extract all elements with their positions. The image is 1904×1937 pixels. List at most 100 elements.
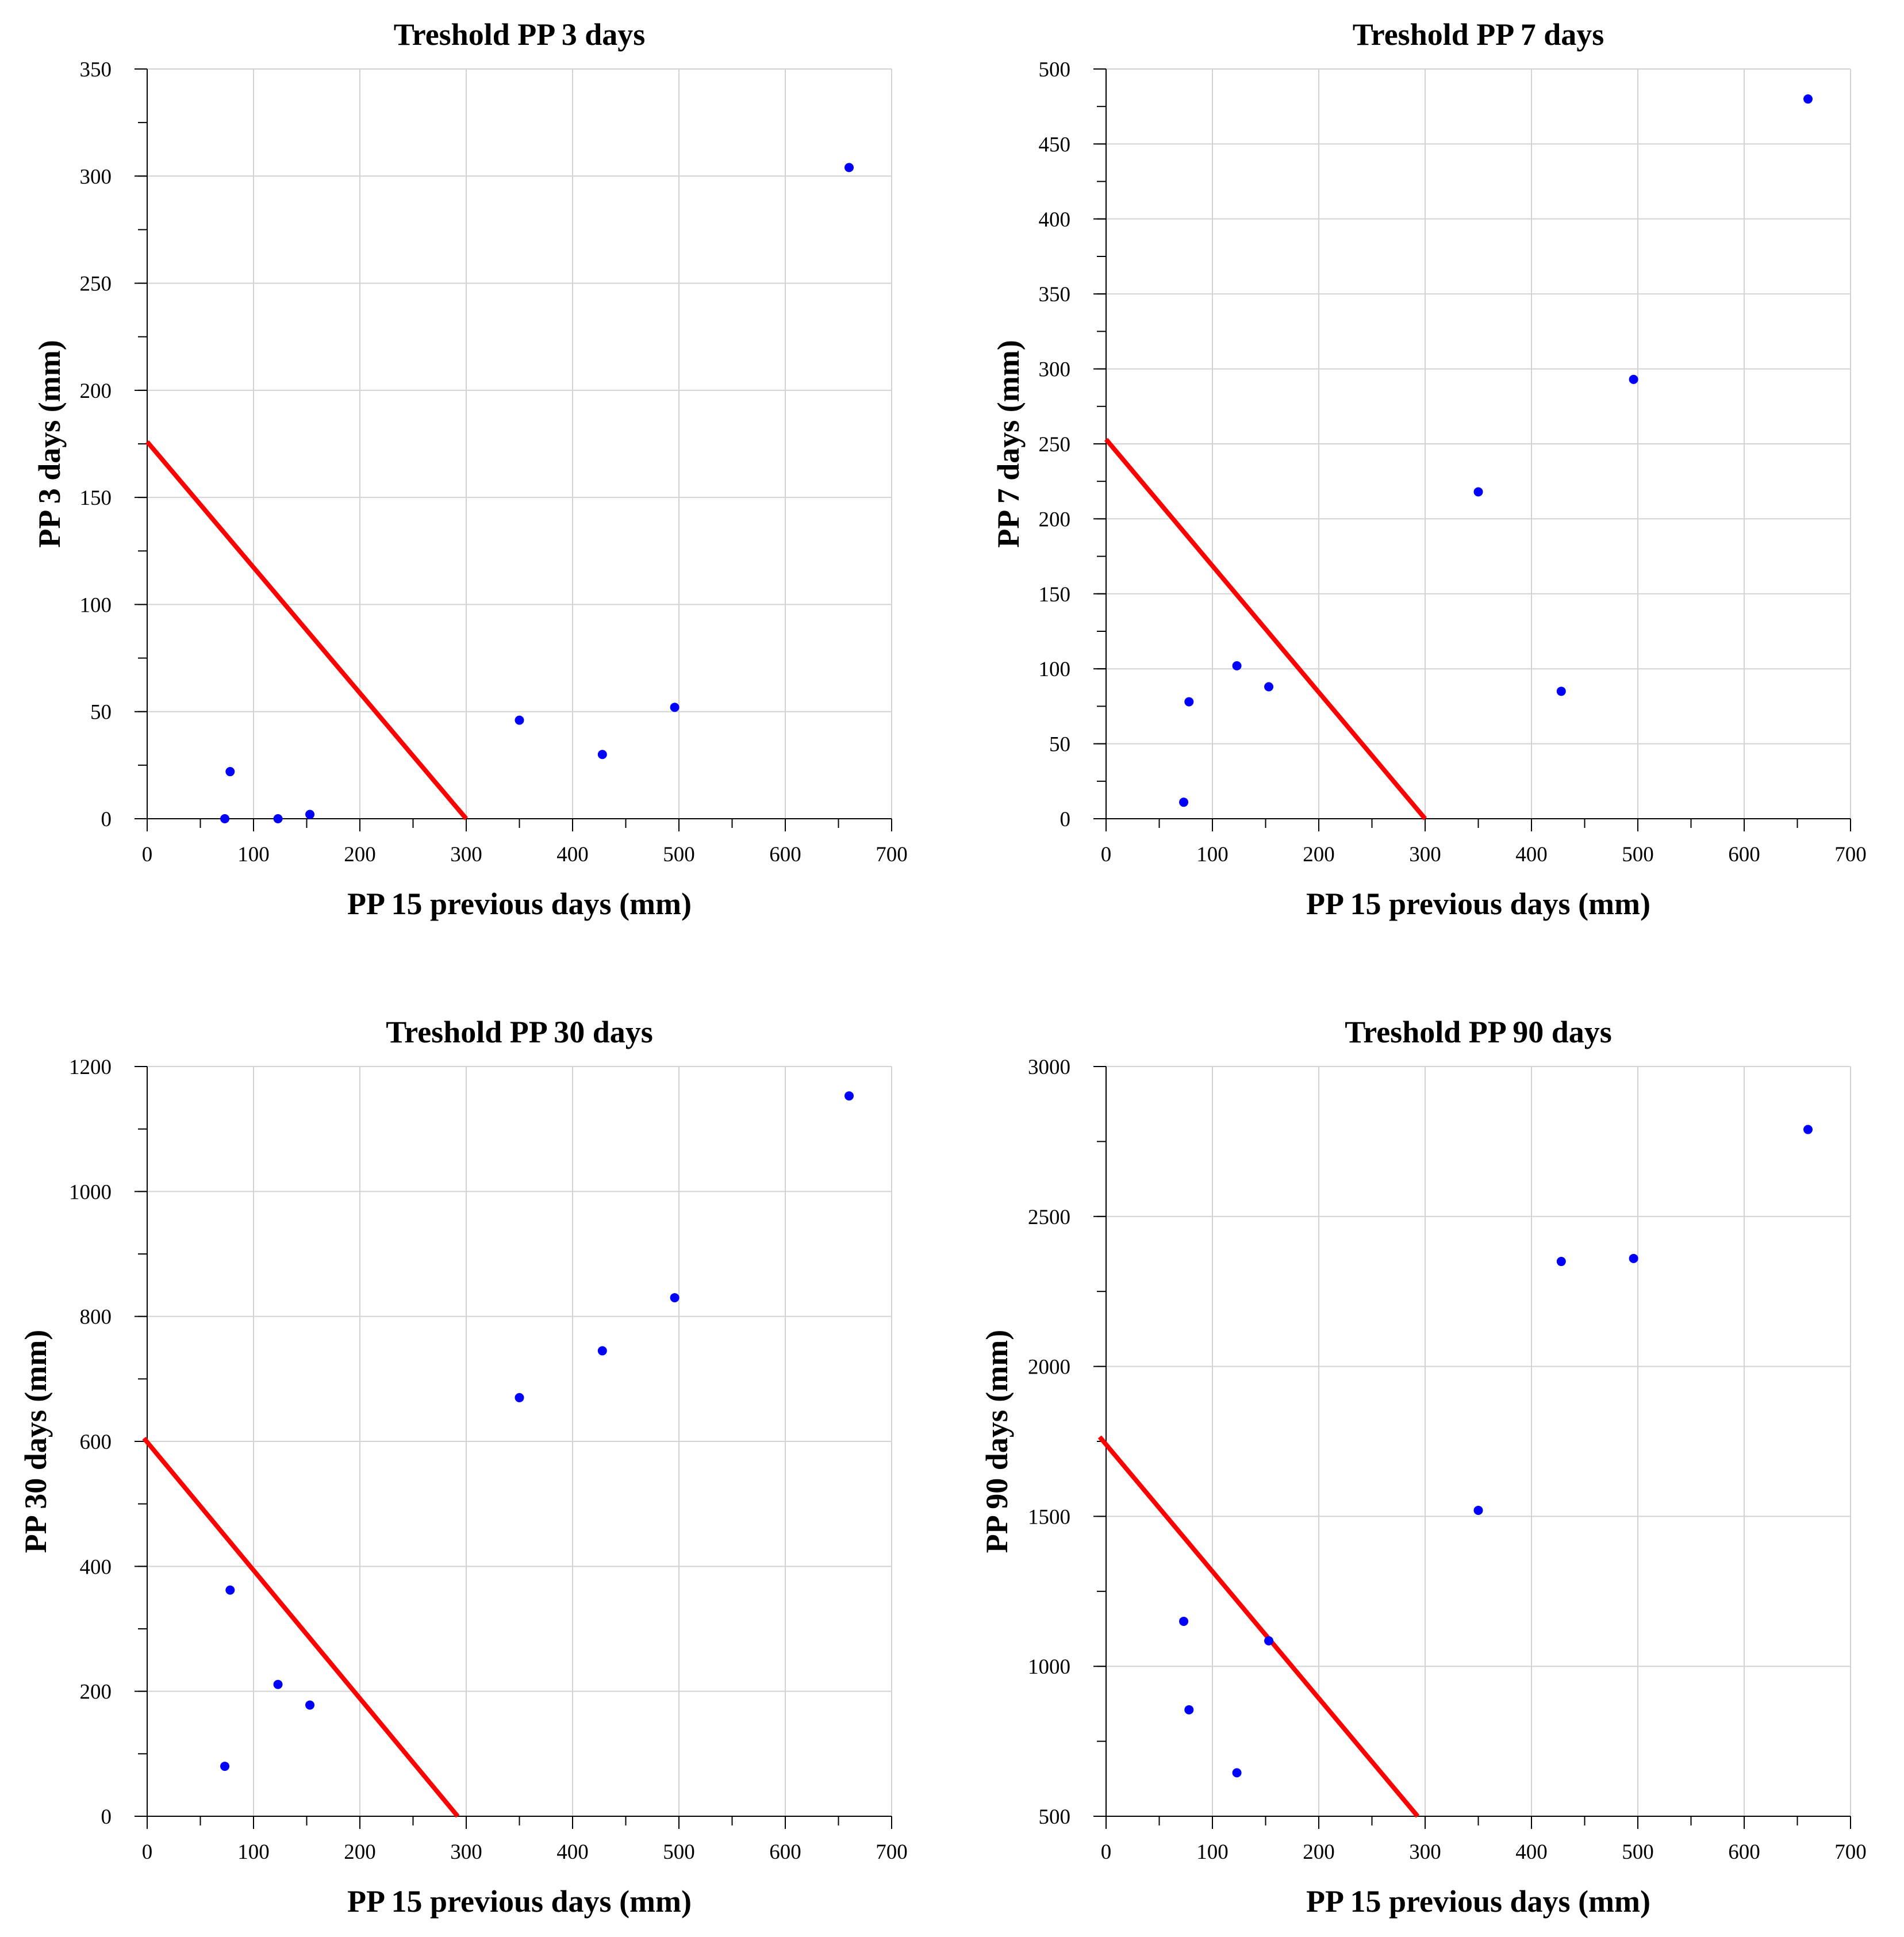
data-point: [225, 767, 235, 777]
y-tick-label: 250: [1039, 433, 1071, 457]
chart-panel-2: 0 100 200 300 400 500 600 700 0 50 100 150 200 250 300…: [991, 17, 1867, 921]
y-tick-label: 100: [1039, 658, 1071, 681]
threshold-line: [142, 1437, 460, 1818]
y-tick-label: 350: [80, 58, 112, 82]
data-point: [220, 814, 230, 823]
x-tick-label: 300: [450, 1840, 482, 1864]
y-tick-label: 500: [1039, 58, 1071, 82]
y-tick-label: 400: [80, 1555, 112, 1579]
chart-panel-4: 0 100 200 300 400 500 600 700 500 1000 1500 2000 250…: [980, 1015, 1867, 1919]
x-tick-label: 400: [1515, 1840, 1548, 1864]
y-tick-label: 50: [1049, 733, 1070, 757]
x-tick-label: 0: [1101, 843, 1112, 866]
y-tick-label: 200: [80, 379, 112, 403]
data-point: [1179, 1616, 1189, 1626]
y-tick-label: 400: [1039, 208, 1071, 232]
data-point: [1473, 487, 1483, 497]
x-tick-label: 700: [876, 1840, 908, 1864]
data-point: [1803, 94, 1813, 104]
y-axis-label: PP 90 days (mm): [980, 1330, 1014, 1553]
data-point: [1803, 1125, 1813, 1134]
x-tick-label: 100: [237, 1840, 270, 1864]
x-tick-label: 300: [1409, 843, 1441, 866]
data-point: [1264, 682, 1274, 692]
y-tick-label: 1500: [1028, 1505, 1070, 1529]
y-tick-label: 500: [1039, 1805, 1071, 1829]
x-tick-label: 600: [1728, 1840, 1760, 1864]
x-tick-label: 300: [450, 843, 482, 866]
x-tick-label: 500: [663, 843, 695, 866]
y-tick-label: 0: [101, 808, 112, 831]
y-tick-label: 150: [80, 486, 112, 510]
threshold-line: [145, 440, 469, 820]
x-tick-label: 700: [1834, 843, 1867, 866]
y-tick-label: 100: [80, 593, 112, 617]
data-point: [305, 810, 315, 819]
data-point: [1184, 1705, 1194, 1714]
x-tick-label: 200: [344, 1840, 376, 1864]
data-point: [273, 814, 283, 823]
x-axis-label: PP 15 previous days (mm): [347, 887, 692, 921]
x-axis-label: PP 15 previous days (mm): [1306, 887, 1650, 921]
x-tick-label: 100: [1196, 843, 1229, 866]
threshold-line: [1097, 1435, 1420, 1818]
chart-title: Treshold PP 30 days: [386, 1015, 653, 1049]
x-tick-label: 400: [556, 843, 589, 866]
x-axis-label: PP 15 previous days (mm): [347, 1884, 692, 1919]
x-tick-label: 400: [1515, 843, 1548, 866]
data-point: [1629, 1253, 1638, 1263]
y-tick-label: 0: [101, 1805, 112, 1829]
y-tick-label: 50: [90, 701, 112, 724]
x-axis-label: PP 15 previous days (mm): [1306, 1884, 1650, 1919]
y-tick-label: 300: [80, 165, 112, 189]
data-point: [670, 703, 680, 712]
x-tick-label: 200: [1303, 1840, 1335, 1864]
x-tick-label: 500: [1622, 1840, 1654, 1864]
x-tick-label: 500: [1622, 843, 1654, 866]
y-tick-label: 1200: [69, 1056, 112, 1079]
x-tick-label: 300: [1409, 1840, 1441, 1864]
data-point: [220, 1762, 230, 1771]
data-point: [515, 1393, 524, 1402]
y-tick-label: 300: [1039, 358, 1071, 382]
x-tick-label: 0: [1101, 1840, 1112, 1864]
x-tick-label: 700: [1834, 1840, 1867, 1864]
chart-panel-1: 0 100 200 300 400 500 600 700 0 50 100 150 200 250 300…: [32, 17, 908, 921]
chart-title: Treshold PP 3 days: [394, 17, 646, 52]
y-tick-label: 350: [1039, 283, 1071, 306]
y-tick-label: 600: [80, 1430, 112, 1454]
y-tick-label: 150: [1039, 583, 1071, 607]
data-point: [1264, 1636, 1274, 1646]
chart-title: Treshold PP 90 days: [1345, 1015, 1612, 1049]
y-tick-label: 250: [80, 273, 112, 296]
y-tick-label: 200: [1039, 508, 1071, 531]
y-tick-label: 450: [1039, 133, 1071, 156]
data-point: [1629, 374, 1638, 384]
x-tick-label: 400: [556, 1840, 589, 1864]
data-point: [597, 1346, 607, 1356]
data-point: [1232, 661, 1242, 670]
y-tick-label: 2000: [1028, 1356, 1070, 1379]
data-point: [597, 750, 607, 760]
threshold-line: [1104, 438, 1427, 820]
y-tick-label: 3000: [1028, 1056, 1070, 1079]
x-tick-label: 200: [1303, 843, 1335, 866]
data-point: [1184, 697, 1194, 707]
y-tick-label: 200: [80, 1681, 112, 1704]
y-axis-label: PP 7 days (mm): [991, 340, 1026, 547]
x-tick-label: 600: [1728, 843, 1760, 866]
data-point: [844, 163, 854, 172]
data-point: [225, 1585, 235, 1595]
x-tick-label: 0: [142, 1840, 153, 1864]
data-point: [1473, 1505, 1483, 1515]
data-point: [1232, 1768, 1242, 1778]
y-tick-label: 1000: [69, 1180, 112, 1204]
data-point: [1556, 686, 1566, 696]
x-tick-label: 700: [876, 843, 908, 866]
x-tick-label: 500: [663, 1840, 695, 1864]
y-axis-label: PP 3 days (mm): [32, 340, 67, 547]
y-tick-label: 800: [80, 1306, 112, 1329]
x-tick-label: 100: [1196, 1840, 1229, 1864]
data-point: [844, 1091, 854, 1101]
x-tick-label: 100: [237, 843, 270, 866]
